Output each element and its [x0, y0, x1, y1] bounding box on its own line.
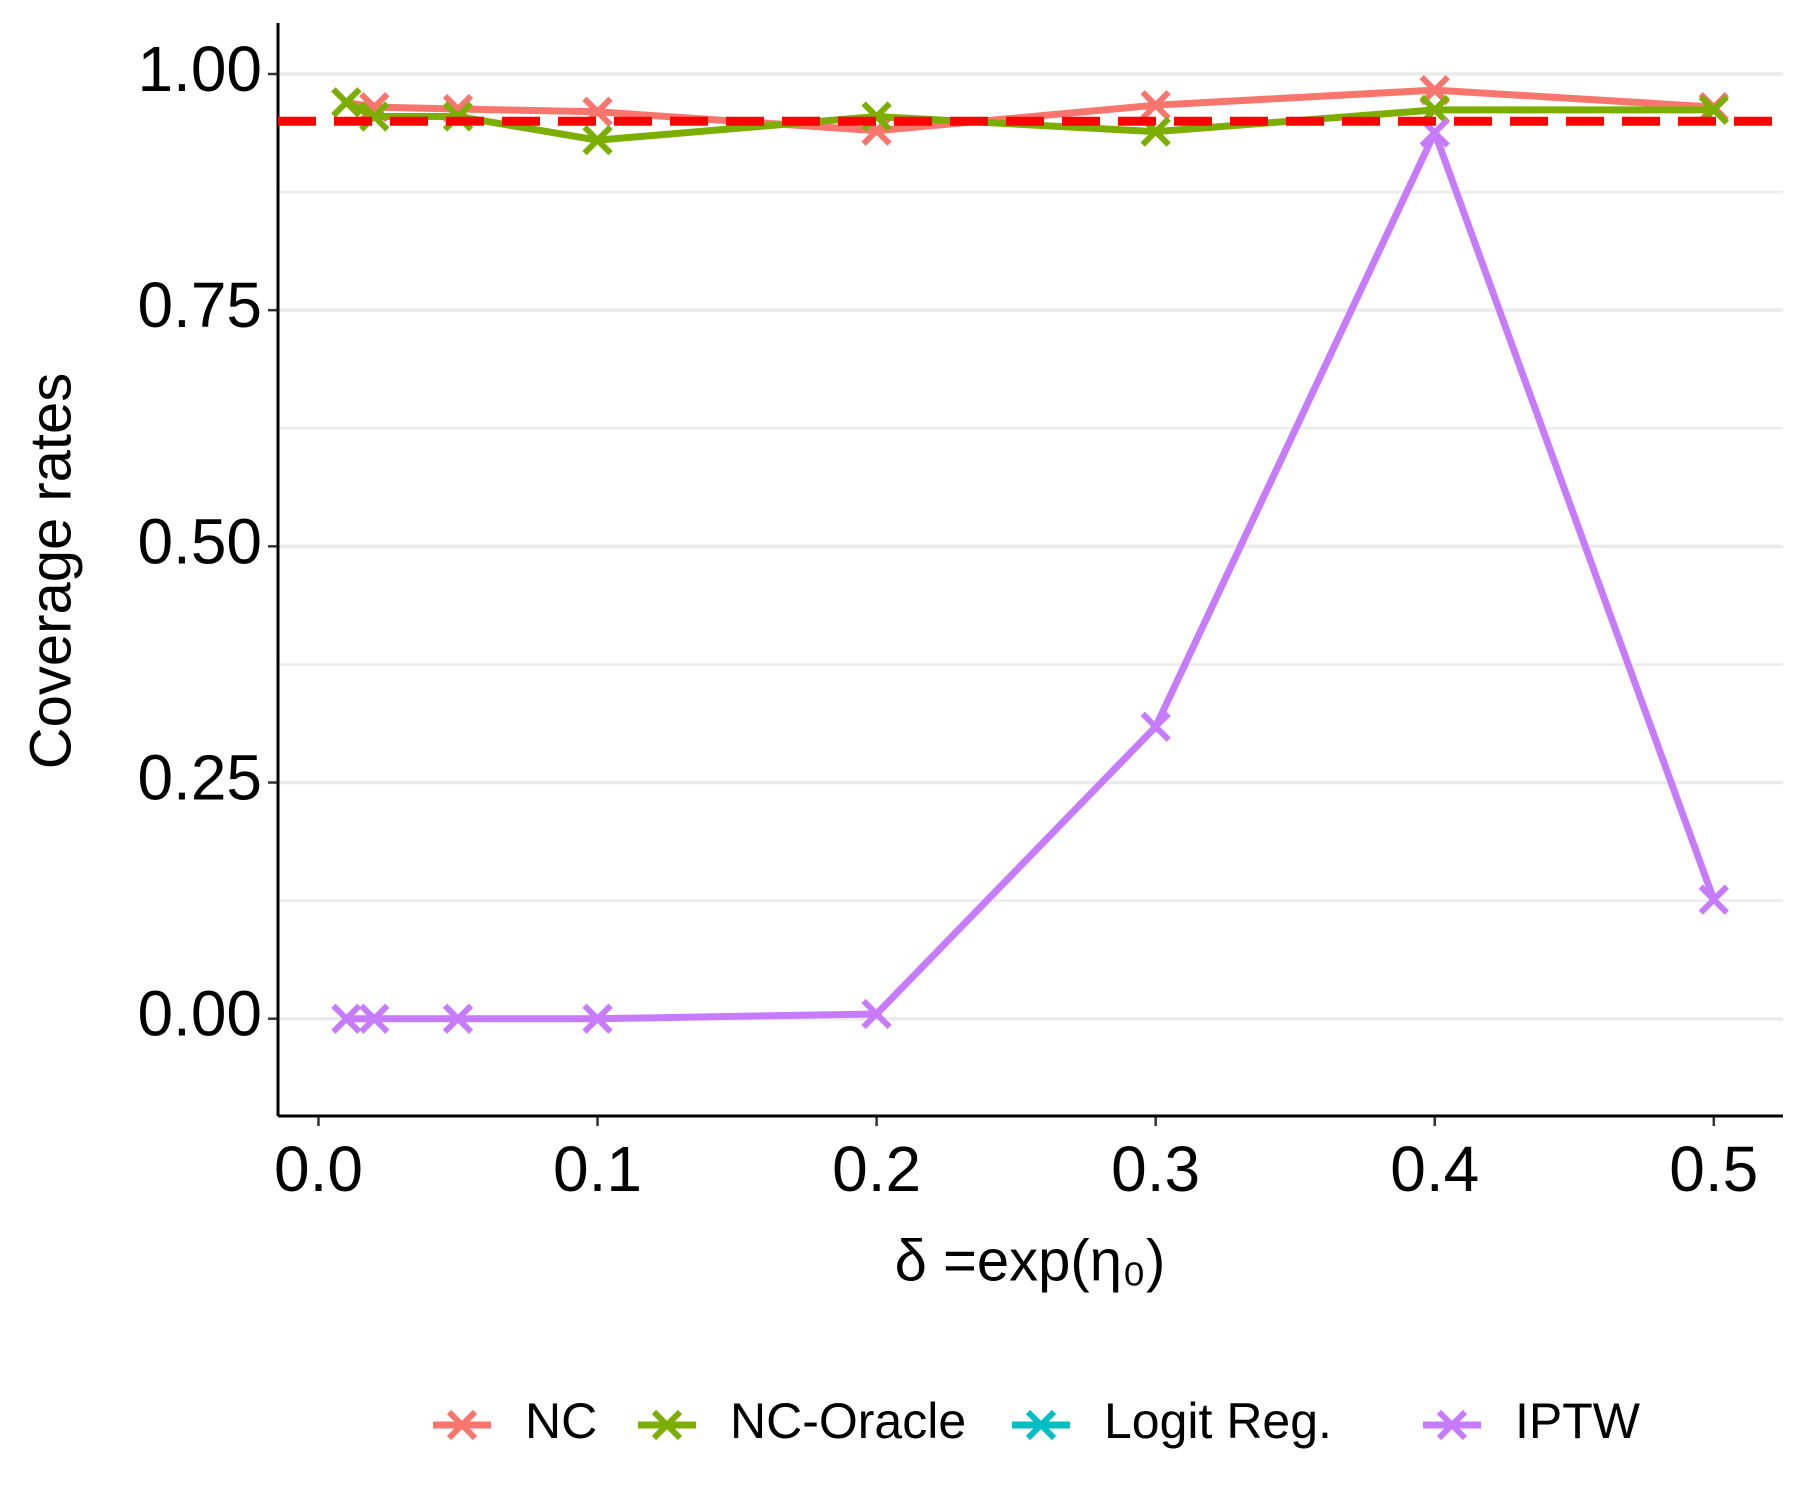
point-marker: [331, 1003, 362, 1034]
x-tick-label: 0.3: [1111, 1133, 1200, 1205]
x-tick-label: 0.4: [1390, 1133, 1479, 1205]
y-tick-label: 1.00: [137, 33, 262, 105]
x-axis-title: δ =exp(η₀): [895, 1228, 1166, 1293]
point-marker: [582, 125, 613, 156]
y-tick-label: 0.50: [137, 505, 262, 577]
point-marker: [1140, 711, 1171, 742]
legend-label: NC-Oracle: [730, 1393, 966, 1449]
legend-key-marker: [1025, 1409, 1057, 1441]
legend-key-marker: [446, 1409, 478, 1441]
legend-key-marker: [651, 1409, 683, 1441]
y-tick-label: 0.25: [137, 741, 262, 813]
point-marker: [442, 1003, 474, 1034]
point-marker: [1698, 884, 1729, 915]
legend-label: NC: [525, 1393, 597, 1449]
point-marker: [331, 87, 362, 118]
y-axis-title: Coverage rates: [18, 373, 83, 770]
x-tick-label: 0.1: [553, 1133, 642, 1205]
point-marker: [861, 998, 892, 1030]
x-tick-label: 0.5: [1669, 1133, 1758, 1205]
legend-label: Logit Reg.: [1104, 1393, 1332, 1449]
y-tick-label: 0.00: [137, 978, 262, 1050]
legend-label: IPTW: [1515, 1393, 1641, 1449]
y-tick-label: 0.75: [137, 269, 262, 341]
legend-key-marker: [1436, 1409, 1468, 1441]
x-tick-label: 0.0: [274, 1133, 363, 1205]
x-tick-label: 0.2: [832, 1133, 921, 1205]
series-line: [344, 99, 1714, 144]
point-marker: [582, 1003, 613, 1034]
point-marker: [359, 1003, 390, 1034]
point-marker: [1140, 90, 1171, 121]
series-line: [346, 129, 1718, 1023]
